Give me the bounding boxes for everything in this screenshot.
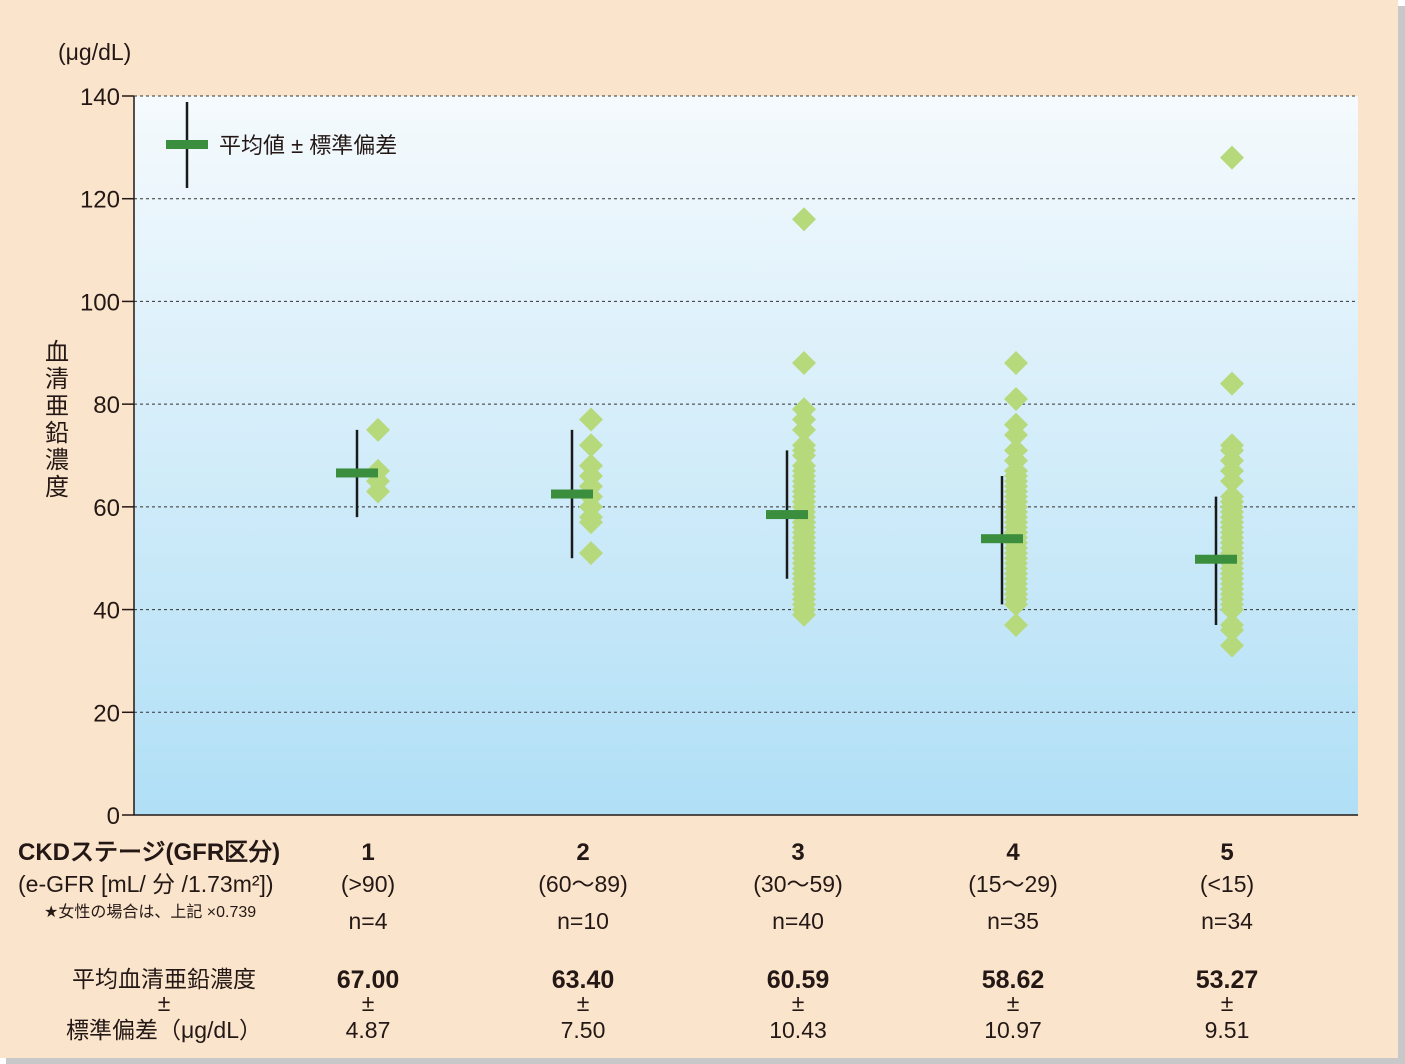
stage-row-label: CKDステージ(GFR区分) — [18, 839, 280, 866]
legend: 平均値 ± 標準偏差 — [166, 102, 397, 188]
data-point — [1220, 633, 1244, 658]
grid-lines — [134, 95, 1358, 713]
y-axis-label: 血清亜鉛濃度 — [45, 339, 69, 501]
data-point — [1004, 387, 1028, 412]
y-tick-label: 140 — [80, 84, 120, 111]
mean-value: 58.62 — [982, 966, 1045, 994]
egfr-label: (>90) — [341, 871, 395, 897]
data-point — [1004, 612, 1028, 637]
pm-sign: ± — [1007, 990, 1020, 1016]
y-axis-label-char: 清 — [45, 366, 69, 393]
mean-bar — [336, 468, 378, 478]
stage-group — [551, 407, 603, 566]
frame-shadow-bottom — [6, 1058, 1405, 1064]
legend-label: 平均値 ± 標準偏差 — [219, 133, 397, 158]
sd-value: 4.87 — [346, 1017, 391, 1043]
stage-label: 5 — [1220, 839, 1233, 866]
stage-group — [981, 351, 1028, 637]
y-tick-label: 120 — [80, 187, 120, 214]
y-tick-label: 60 — [93, 495, 120, 522]
mean-bar — [766, 510, 808, 520]
y-tick-label: 0 — [107, 803, 120, 830]
data-point — [1220, 618, 1244, 643]
egfr-note: ★女性の場合は、上記 ×0.739 — [44, 902, 256, 921]
y-tick-label: 20 — [93, 700, 120, 727]
sd-value: 9.51 — [1205, 1017, 1250, 1043]
stage-label: 3 — [791, 839, 804, 866]
mean-bar — [981, 534, 1023, 544]
mean-value: 63.40 — [552, 966, 615, 994]
pm-sign: ± — [792, 990, 805, 1016]
pm-sign: ± — [1221, 990, 1234, 1016]
data-point — [1004, 592, 1028, 617]
y-axis-label-char: 血 — [45, 339, 69, 366]
data-point — [792, 417, 816, 442]
pm-sign: ± — [577, 990, 590, 1016]
stage-label: 2 — [576, 839, 589, 866]
stage-label: 1 — [361, 839, 374, 866]
y-axis-label-char: 鉛 — [45, 420, 69, 447]
n-label: n=35 — [987, 908, 1039, 934]
n-label: n=4 — [348, 908, 387, 934]
sd-value: 10.97 — [984, 1017, 1042, 1043]
mean-value: 60.59 — [767, 966, 830, 994]
data-point — [579, 407, 603, 432]
mean-value: 67.00 — [337, 966, 400, 994]
data-point — [579, 510, 603, 535]
data-point — [1004, 422, 1028, 447]
data-point — [1220, 469, 1244, 494]
egfr-row-label: (e-GFR [mL/ 分 /1.73m²]) — [18, 871, 274, 897]
data-marks — [336, 145, 1244, 658]
n-label: n=10 — [557, 908, 609, 934]
y-ticks: 0 20 40 60 80 100 120 140 — [80, 84, 134, 830]
data-point — [792, 351, 816, 376]
data-point — [1220, 371, 1244, 396]
y-axis-label-char: 亜 — [45, 393, 69, 420]
data-point — [579, 541, 603, 566]
mean-bar — [1195, 554, 1237, 564]
category-labels: 1(>90)n=467.00±4.872(60〜89)n=1063.40±7.5… — [337, 839, 1259, 1043]
data-point — [366, 479, 390, 504]
y-tick-label: 100 — [80, 289, 120, 316]
egfr-label: (15〜29) — [968, 871, 1057, 897]
sd-value: 7.50 — [561, 1017, 606, 1043]
n-label: n=34 — [1201, 908, 1253, 934]
stage-label: 4 — [1006, 839, 1020, 866]
egfr-label: (30〜59) — [753, 871, 842, 897]
summary-label-pm: ± — [158, 990, 171, 1016]
y-tick-label: 40 — [93, 598, 120, 625]
data-point — [1220, 597, 1244, 622]
pm-sign: ± — [362, 990, 375, 1016]
sd-value: 10.43 — [769, 1017, 827, 1043]
data-point — [792, 602, 816, 627]
data-point — [579, 433, 603, 458]
data-point — [1220, 530, 1244, 555]
egfr-label: (<15) — [1200, 871, 1254, 897]
egfr-label: (60〜89) — [538, 871, 627, 897]
y-unit-label: (μg/dL) — [58, 39, 131, 65]
summary-label-bottom: 標準偏差（μg/dL） — [66, 1017, 262, 1043]
data-point — [1220, 499, 1244, 524]
data-point — [792, 525, 816, 550]
plot-area — [134, 96, 1358, 815]
y-axis-label-char: 度 — [45, 474, 69, 501]
stage-group — [1195, 145, 1244, 658]
n-label: n=40 — [772, 908, 824, 934]
legend-mean-bar — [166, 140, 208, 149]
stage-group — [336, 417, 390, 518]
data-point — [366, 417, 390, 442]
data-point — [1004, 351, 1028, 376]
summary-label-top: 平均血清亜鉛濃度 — [72, 966, 256, 992]
data-point — [1220, 145, 1244, 170]
y-axis-label-char: 濃 — [45, 447, 69, 474]
data-point — [792, 207, 816, 232]
mean-value: 53.27 — [1196, 966, 1259, 994]
mean-bar — [551, 489, 593, 499]
frame-shadow-right — [1398, 6, 1405, 1064]
y-tick-label: 80 — [93, 392, 120, 419]
stage-group — [766, 207, 816, 627]
